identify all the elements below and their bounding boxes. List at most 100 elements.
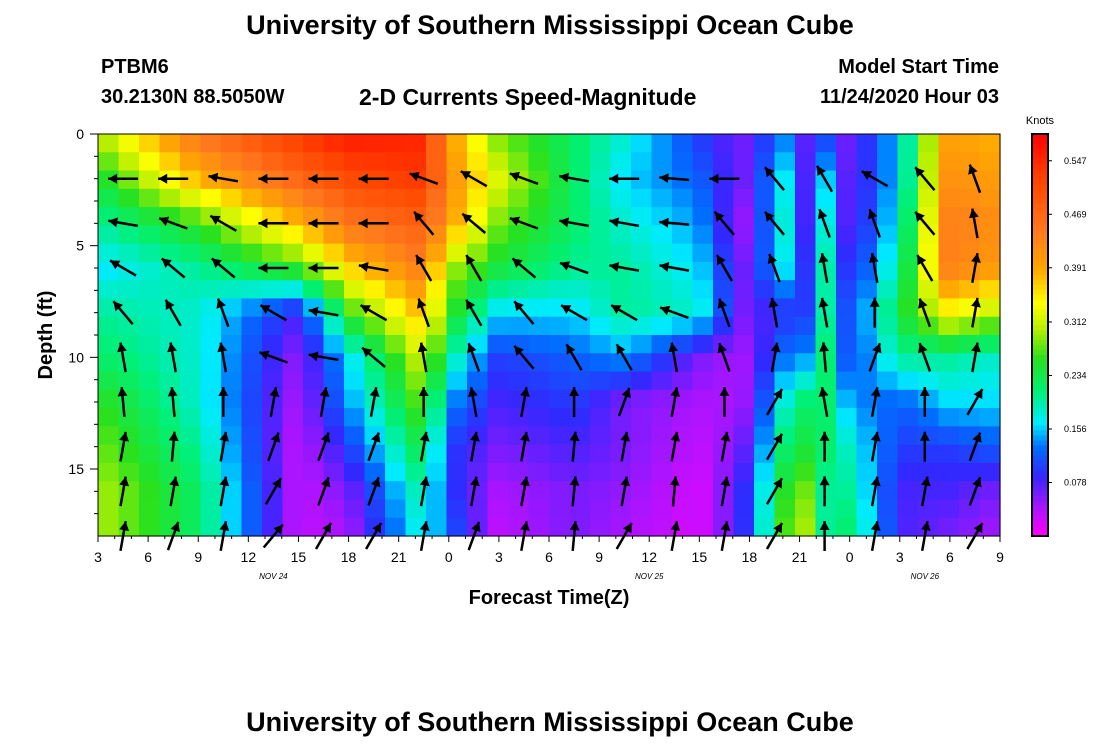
heatmap-cell — [979, 280, 1001, 300]
colorbar-swatch — [1032, 485, 1048, 492]
colorbar-swatch — [1032, 244, 1048, 251]
heatmap-cell — [118, 225, 140, 245]
heatmap-cell — [385, 316, 407, 336]
colorbar-swatch — [1032, 375, 1048, 381]
heatmap-cell — [282, 499, 304, 519]
heatmap-cell — [754, 134, 776, 153]
x-tick-label: 3 — [94, 549, 102, 565]
heatmap-cell — [528, 426, 550, 446]
heatmap-cell — [733, 499, 755, 519]
current-vector — [717, 342, 731, 372]
current-vector — [218, 387, 229, 417]
current-vector — [160, 257, 186, 279]
current-vector — [609, 262, 640, 272]
current-vector — [615, 343, 633, 371]
heatmap-cell — [877, 353, 899, 373]
heatmap-cell — [856, 335, 878, 354]
heatmap-cell — [877, 517, 899, 537]
heatmap-cell — [754, 188, 776, 208]
heatmap-cell — [815, 134, 837, 153]
current-vector — [715, 254, 733, 282]
heatmap-cell — [692, 298, 714, 318]
heatmap-cell — [426, 335, 448, 354]
heatmap-cell — [651, 499, 673, 519]
colorbar-swatch — [1032, 515, 1048, 522]
heatmap-cell — [959, 408, 981, 427]
colorbar-swatch — [1032, 390, 1048, 396]
heatmap-cell — [877, 371, 899, 391]
heatmap-cell — [959, 353, 981, 373]
heatmap-cell — [159, 152, 181, 172]
heatmap-cell — [221, 134, 243, 153]
heatmap-cell — [918, 134, 940, 153]
heatmap-cell — [139, 426, 161, 446]
y-tick-label: 5 — [76, 238, 84, 254]
current-vector — [108, 217, 139, 228]
heatmap-cell — [795, 243, 817, 263]
heatmap-cell — [651, 335, 673, 354]
heatmap-cell — [221, 188, 243, 208]
heatmap-cell — [897, 261, 919, 281]
heatmap-cell — [241, 225, 263, 245]
current-vector — [966, 388, 984, 416]
heatmap-cell — [405, 134, 427, 153]
heatmap-cell — [590, 335, 612, 354]
heatmap-cell — [836, 389, 858, 409]
heatmap-cell — [754, 499, 776, 519]
heatmap-cell — [897, 517, 919, 537]
heatmap-cell — [877, 170, 899, 190]
heatmap-cell — [897, 335, 919, 354]
heatmap-cell — [590, 188, 612, 208]
heatmap-cell — [672, 207, 694, 226]
heatmap-cell — [692, 499, 714, 519]
heatmap-cell — [487, 517, 509, 537]
heatmap-cell — [323, 462, 345, 482]
colorbar-swatch — [1032, 249, 1048, 256]
colorbar-swatch — [1032, 510, 1048, 517]
current-vector — [971, 297, 981, 328]
heatmap-cell — [282, 280, 304, 300]
heatmap-cell — [303, 243, 325, 263]
heatmap-cell — [426, 243, 448, 263]
heatmap-cell — [754, 298, 776, 318]
heatmap-cell — [959, 481, 981, 501]
heatmap-cell — [631, 335, 653, 354]
heatmap-cell — [508, 152, 530, 172]
heatmap-cell — [713, 426, 735, 446]
heatmap-cell — [385, 188, 407, 208]
colorbar-swatch — [1032, 395, 1048, 401]
heatmap-cell — [897, 408, 919, 427]
heatmap-cell — [139, 481, 161, 501]
current-vector — [361, 346, 386, 368]
heatmap-cell — [467, 462, 489, 482]
heatmap-cell — [282, 188, 304, 208]
heatmap-cell — [323, 152, 345, 172]
colorbar-swatch — [1032, 299, 1048, 306]
heatmap-cell — [262, 408, 284, 427]
heatmap-cell — [180, 389, 202, 409]
heatmap-cell — [467, 316, 489, 336]
heatmap-cell — [221, 207, 243, 226]
heatmap-cell — [774, 335, 796, 354]
colorbar-swatch — [1032, 385, 1048, 391]
heatmap-cell — [241, 316, 263, 336]
heatmap-cell — [754, 426, 776, 446]
colorbar-swatch — [1032, 289, 1048, 296]
heatmap-cell — [241, 426, 263, 446]
heatmap-cell — [221, 499, 243, 519]
heatmap-cell — [344, 408, 366, 427]
heatmap-cell — [303, 462, 325, 482]
heatmap-cell — [344, 134, 366, 153]
current-vector — [720, 476, 731, 507]
heatmap-cell — [405, 517, 427, 537]
heatmap-cell — [282, 134, 304, 153]
heatmap-cell — [590, 298, 612, 318]
heatmap-cell — [528, 280, 550, 300]
heatmap-cell — [610, 499, 632, 519]
heatmap-cell — [385, 517, 407, 537]
heatmap-cell — [303, 280, 325, 300]
heatmap-cell — [959, 188, 981, 208]
heatmap-cell — [836, 481, 858, 501]
current-vector — [767, 253, 781, 283]
heatmap-cell — [856, 462, 878, 482]
